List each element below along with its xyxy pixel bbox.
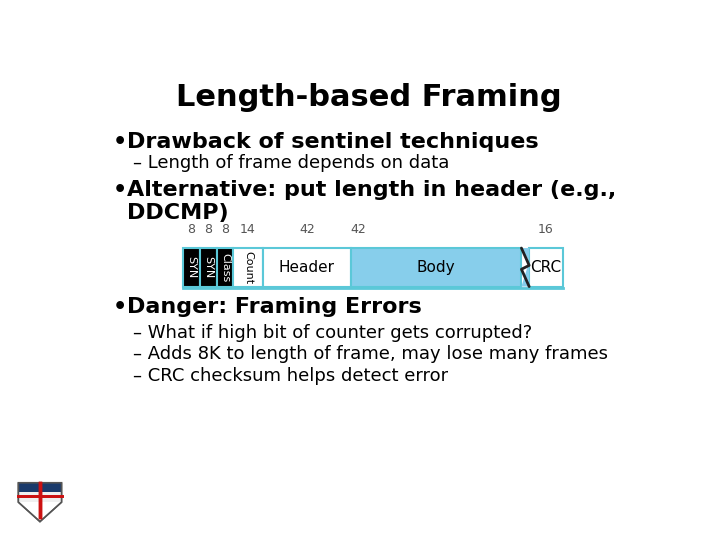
Bar [217,248,233,287]
Text: •: • [113,179,127,200]
Text: Drawback of sentinel techniques: Drawback of sentinel techniques [127,132,539,152]
Text: Alternative: put length in header (e.g.,: Alternative: put length in header (e.g., [127,179,616,200]
Polygon shape [40,492,61,502]
Bar [233,248,263,287]
Text: Length-based Framing: Length-based Framing [176,83,562,112]
Text: Class: Class [220,253,230,282]
Text: •: • [113,132,127,152]
Text: 8: 8 [204,222,212,236]
Text: Danger: Framing Errors: Danger: Framing Errors [127,298,422,318]
Text: Body: Body [417,260,456,275]
Text: SYN: SYN [186,256,197,279]
Text: – Adds 8K to length of frame, may lose many frames: – Adds 8K to length of frame, may lose m… [132,345,608,363]
Bar [351,248,521,287]
Text: 14: 14 [240,222,256,236]
Bar [199,248,217,287]
Bar [263,248,351,287]
Bar [183,248,199,287]
Text: 42: 42 [299,222,315,236]
Polygon shape [521,248,529,287]
Text: •: • [113,298,127,318]
Text: SYN: SYN [203,256,213,279]
Text: – What if high bit of counter gets corrupted?: – What if high bit of counter gets corru… [132,324,532,342]
Text: Count: Count [243,251,253,284]
Text: – Length of frame depends on data: – Length of frame depends on data [132,154,449,172]
Text: – CRC checksum helps detect error: – CRC checksum helps detect error [132,367,448,385]
Polygon shape [19,492,40,502]
Polygon shape [19,483,61,522]
Text: CRC: CRC [531,260,562,275]
Text: DDCMP): DDCMP) [127,202,229,222]
Polygon shape [19,483,40,492]
Text: 42: 42 [351,222,366,236]
Polygon shape [40,483,61,492]
Bar [529,248,563,287]
Text: 8: 8 [221,222,229,236]
Text: Header: Header [279,260,335,275]
Text: 8: 8 [187,222,195,236]
Text: 16: 16 [538,222,554,236]
